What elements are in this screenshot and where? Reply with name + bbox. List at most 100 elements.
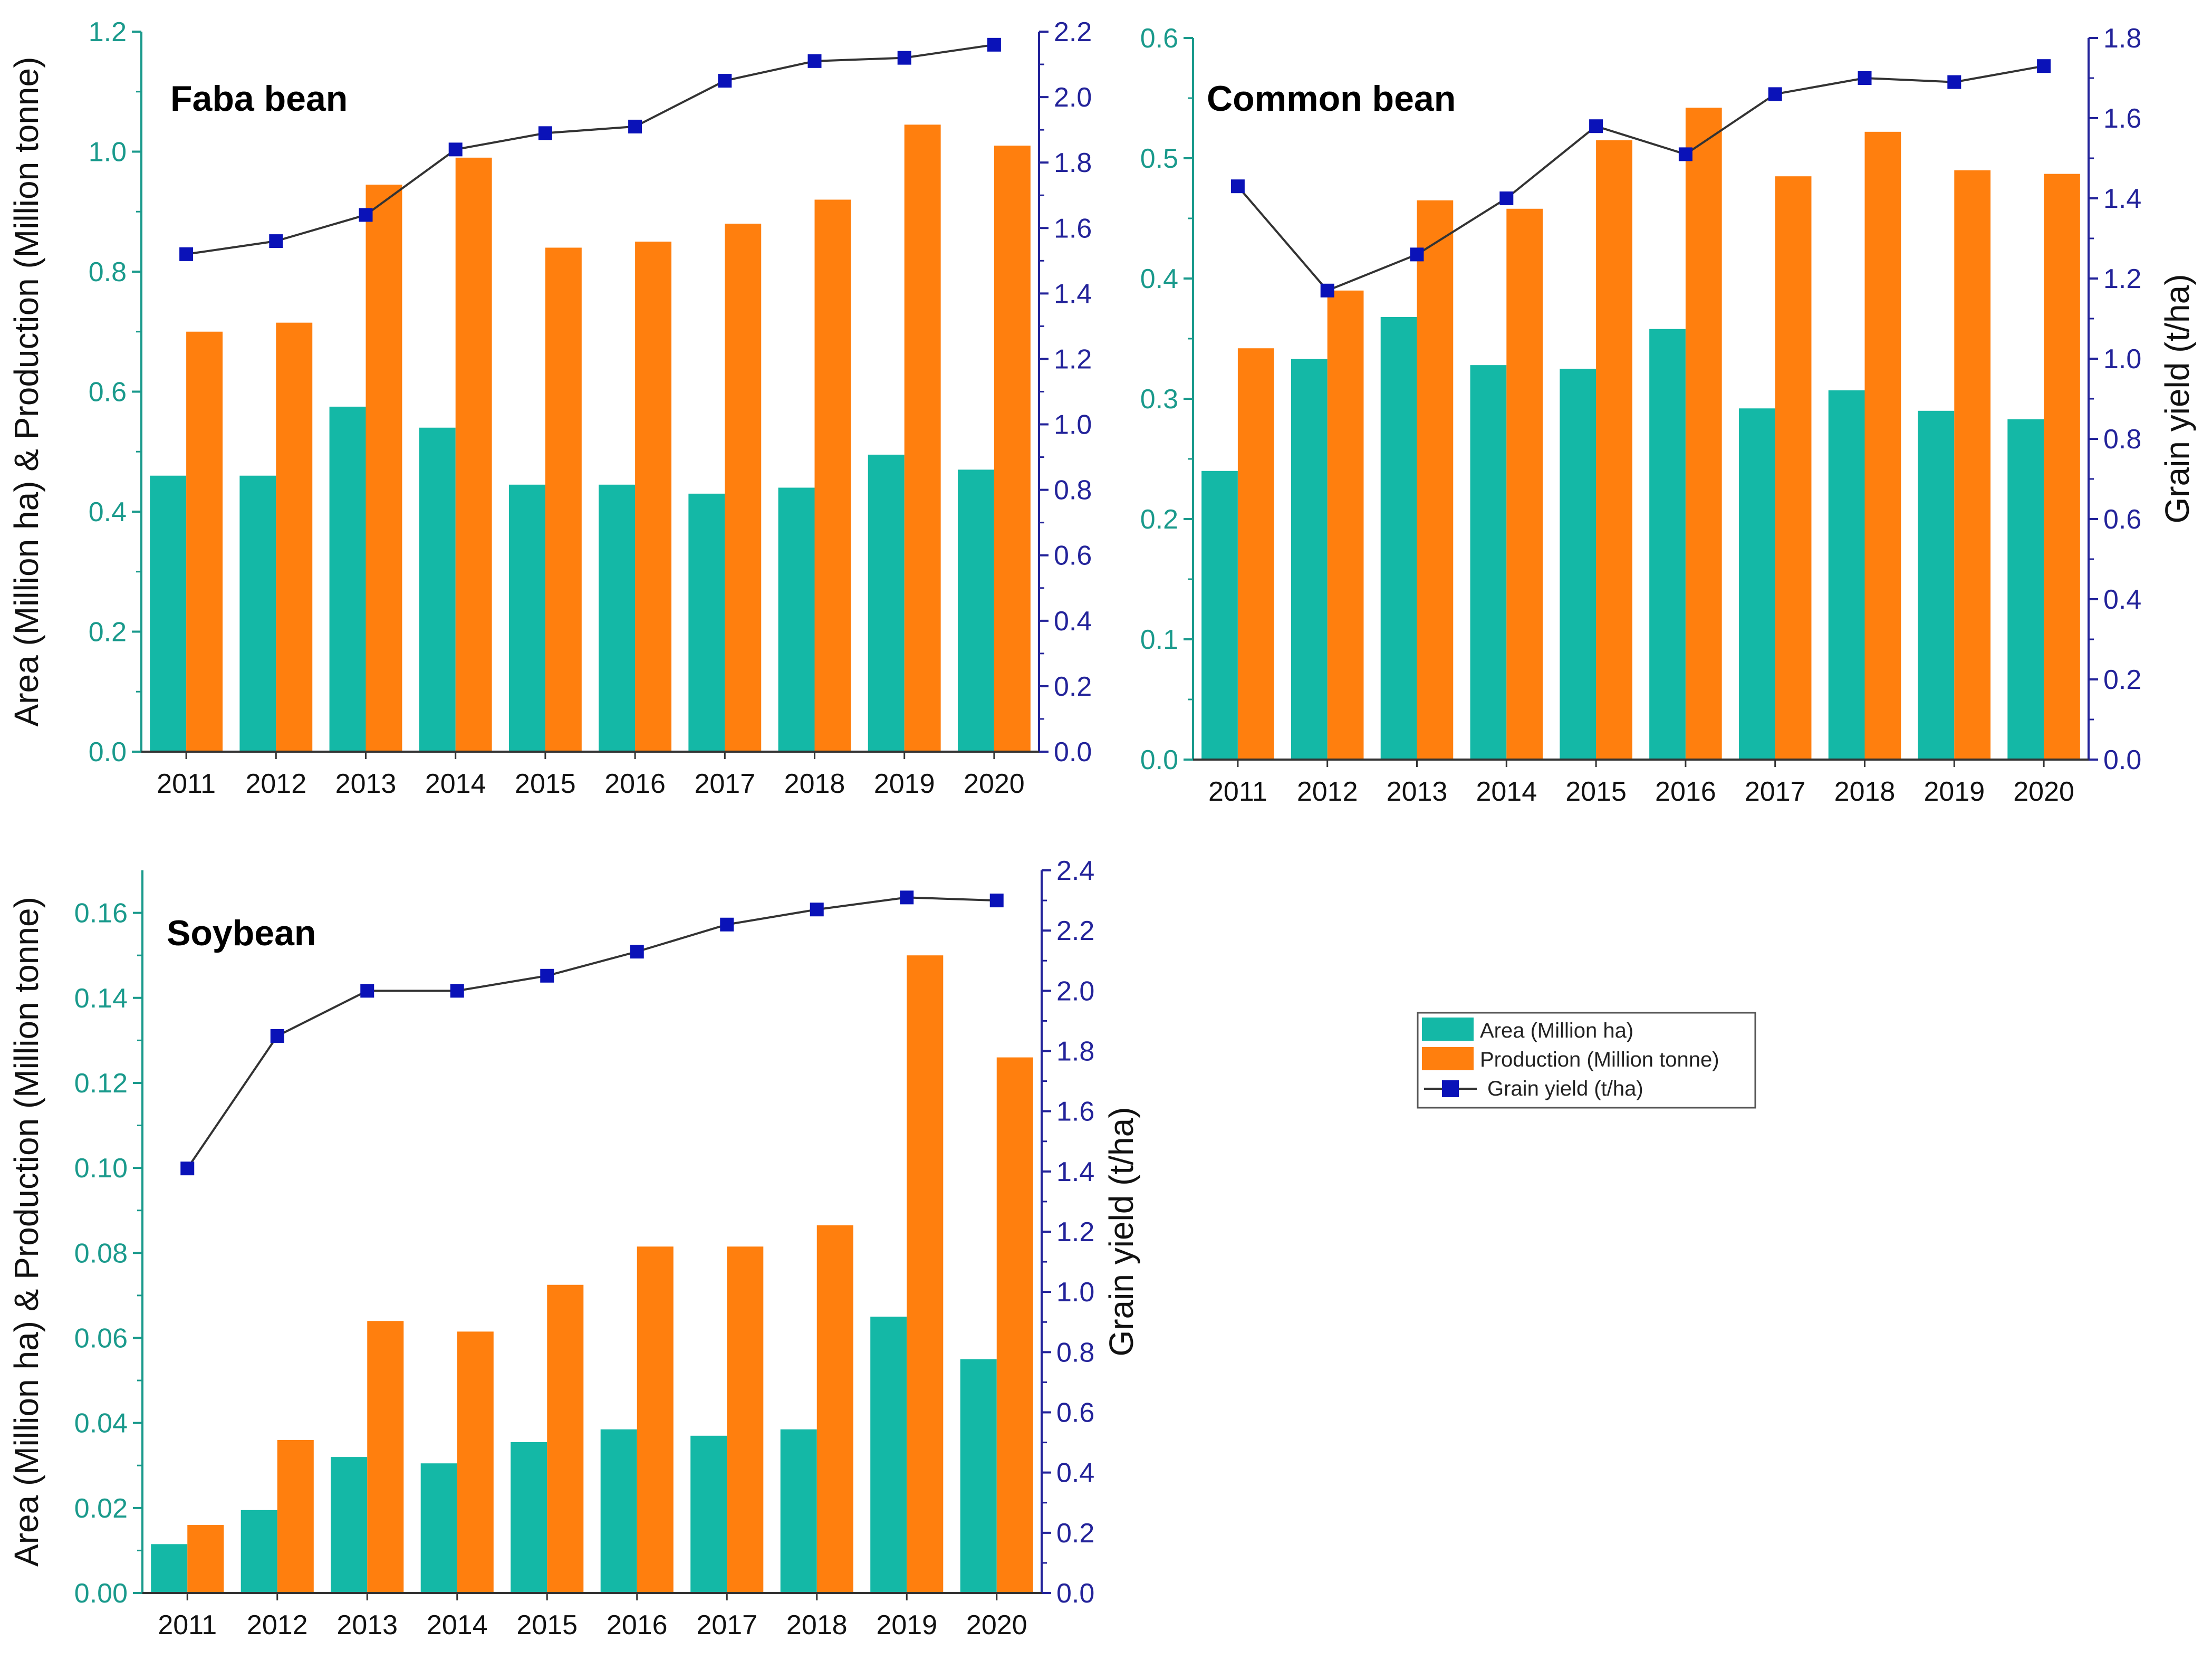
yield-line-common (1237, 65, 2044, 292)
area-bar-2015 (1560, 369, 1597, 760)
area-bar-2014 (1470, 365, 1507, 760)
left-tick-label: 0.2 (1140, 504, 1178, 535)
left-tick-label: 0.16 (74, 898, 128, 929)
left-tick-label: 0.1 (1140, 625, 1178, 655)
production-bar-2020 (994, 146, 1031, 752)
yield-marker-2011 (180, 1162, 195, 1176)
area-bar-2017 (1738, 408, 1775, 760)
left-tick-label: 0.8 (89, 257, 127, 287)
left-axis-title-soy: Area (Million ha) & Production (Million … (7, 897, 45, 1567)
x-tick-label-2011: 2011 (1208, 776, 1267, 807)
right-axis-title-common: Grain yield (t/ha) (2158, 274, 2196, 523)
right-tick-label: 0.2 (1054, 671, 1092, 702)
x-tick-label-2013: 2013 (335, 769, 397, 799)
yield-marker-2013 (360, 984, 374, 998)
legend-production-swatch (1422, 1047, 1474, 1070)
right-tick-label: 1.0 (1054, 410, 1092, 440)
area-bar-2017 (688, 493, 725, 752)
yield-marker-2015 (540, 968, 554, 983)
x-tick-label-2016: 2016 (604, 769, 666, 799)
yield-marker-2013 (1410, 247, 1424, 262)
production-bar-2020 (996, 1057, 1033, 1593)
left-tick-label: 0.12 (74, 1068, 128, 1099)
x-tick-label-2015: 2015 (516, 1610, 578, 1640)
left-tick-label: 0.6 (1140, 23, 1178, 54)
chart-panels: 0.0 0.2 0.4 0.6 0.8 1.0 1.2 0.0 0.2 0.4 0.6 0.8 1.0 1… (7, 17, 2196, 1640)
production-bar-2013 (367, 1321, 404, 1593)
production-bar-2015 (545, 247, 582, 752)
yield-marker-2012 (270, 1029, 284, 1043)
production-bar-2015 (547, 1284, 584, 1593)
yield-marker-2018 (1858, 71, 1872, 85)
yield-marker-2016 (628, 119, 642, 133)
yield-marker-2018 (810, 903, 824, 917)
production-bar-2011 (186, 331, 223, 752)
area-bar-2011 (151, 1544, 188, 1593)
right-tick-label: 1.2 (1054, 344, 1092, 375)
right-tick-label: 1.8 (2103, 23, 2141, 54)
yield-marker-2017 (720, 917, 734, 932)
area-bar-2020 (2007, 419, 2044, 760)
area-bar-2013 (329, 406, 366, 752)
right-tick-label: 1.4 (1056, 1157, 1094, 1187)
legend-area-swatch (1422, 1018, 1474, 1041)
yield-marker-2011 (1230, 179, 1245, 194)
area-bar-2011 (150, 475, 187, 752)
yield-marker-2019 (897, 51, 911, 65)
x-tick-label-2018: 2018 (1834, 776, 1896, 807)
yield-marker-2019 (900, 890, 914, 905)
x-tick-label-2014: 2014 (427, 1610, 488, 1640)
bars-common (1201, 108, 2080, 760)
right-tick-label: 1.4 (2103, 184, 2141, 214)
left-tick-label: 0.00 (74, 1578, 128, 1609)
x-tick-label-2020: 2020 (2013, 776, 2074, 807)
legend-yield-label: Grain yield (t/ha) (1487, 1077, 1643, 1100)
area-bar-2016 (1649, 329, 1686, 760)
right-tick-label: 1.0 (2103, 344, 2141, 375)
x-tick-label-2012: 2012 (247, 1610, 308, 1640)
left-tick-label: 0.3 (1140, 384, 1178, 415)
production-bar-2011 (187, 1525, 224, 1593)
area-bar-2014 (419, 427, 456, 752)
area-bar-2015 (508, 484, 545, 752)
production-bar-2018 (1864, 131, 1901, 760)
left-tick-label: 0.4 (89, 497, 127, 527)
right-tick-label: 0.6 (1054, 541, 1092, 571)
x-tick-label-2013: 2013 (336, 1610, 398, 1640)
right-tick-label: 1.8 (1056, 1037, 1094, 1067)
x-tick-label-2012: 2012 (1297, 776, 1358, 807)
yield-marker-2016 (630, 945, 644, 959)
yield-marker-2012 (269, 234, 283, 248)
x-tick-label-2012: 2012 (245, 769, 306, 799)
production-bar-2012 (1327, 290, 1364, 760)
x-tick-label-2013: 2013 (1387, 776, 1448, 807)
bars-faba (150, 124, 1031, 752)
area-bar-2019 (868, 454, 905, 752)
area-bar-2020 (957, 469, 994, 752)
right-axis-title-soy: Grain yield (t/ha) (1102, 1107, 1140, 1356)
yield-line-faba (186, 43, 995, 255)
left-tick-label: 0.10 (74, 1153, 128, 1184)
legend-area-label: Area (Million ha) (1480, 1019, 1633, 1042)
production-bar-2011 (1237, 348, 1274, 760)
yield-marker-2015 (1589, 119, 1603, 133)
production-bar-2019 (1954, 170, 1991, 760)
production-bar-2016 (635, 242, 672, 752)
right-tick-label: 1.0 (1056, 1277, 1094, 1308)
panel-title-faba: Faba bean (170, 79, 348, 119)
right-tick-label: 2.0 (1056, 976, 1094, 1006)
yield-line-soy (186, 896, 997, 1169)
left-tick-label: 0.4 (1140, 264, 1178, 294)
left-tick-label: 0.5 (1140, 143, 1178, 174)
right-tick-label: 2.0 (1054, 82, 1092, 113)
x-tick-label-2019: 2019 (1924, 776, 1985, 807)
left-tick-label: 0.06 (74, 1323, 128, 1354)
area-bar-2011 (1201, 471, 1238, 760)
bars-soy (151, 955, 1033, 1593)
right-tick-label: 0.0 (1054, 737, 1092, 767)
yield-marker-2014 (448, 142, 463, 157)
left-tick-label: 0.02 (74, 1493, 128, 1524)
area-bar-2019 (870, 1317, 907, 1593)
production-bar-2012 (276, 322, 313, 752)
left-tick-label: 0.0 (1140, 745, 1178, 775)
